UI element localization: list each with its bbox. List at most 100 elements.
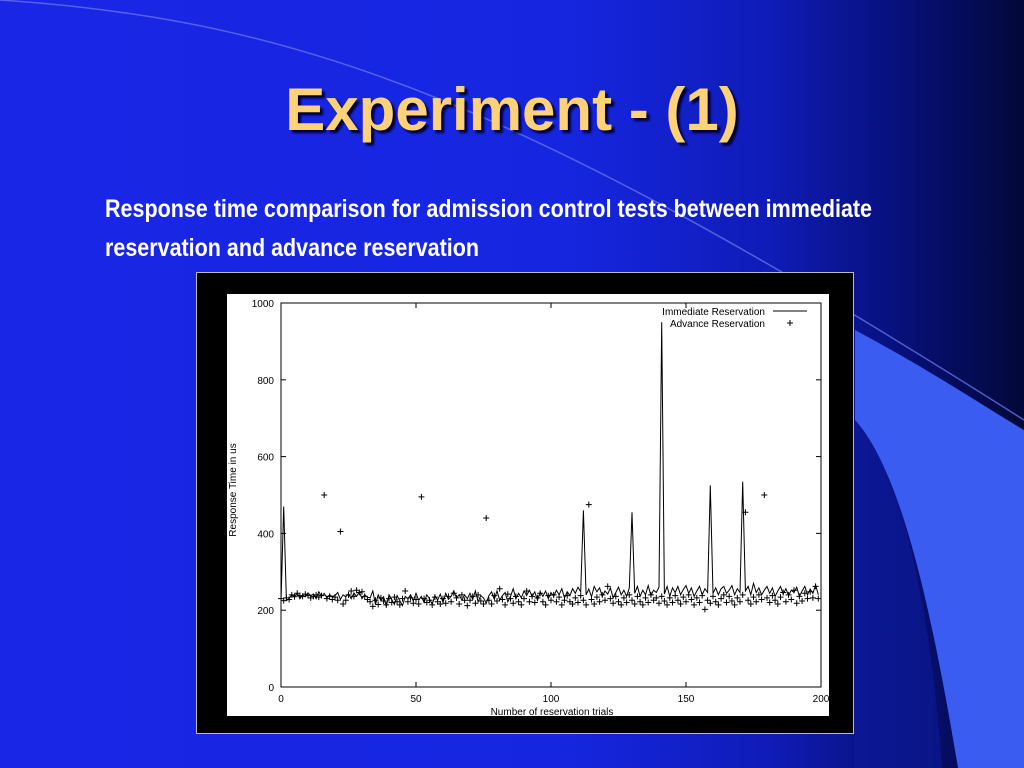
data-point-plus <box>464 602 471 609</box>
data-point-plus <box>812 583 819 590</box>
data-point-plus <box>658 593 665 600</box>
data-point-plus <box>728 597 735 604</box>
data-point-plus <box>815 595 822 602</box>
data-point-plus <box>399 595 406 602</box>
data-point-plus <box>472 600 479 607</box>
data-point-plus <box>766 599 773 606</box>
y-tick-label: 1000 <box>252 299 275 310</box>
data-point-plus <box>534 594 541 601</box>
data-point-plus <box>296 592 303 599</box>
data-point-plus <box>715 601 722 608</box>
x-tick-label: 50 <box>410 694 422 705</box>
data-point-plus <box>661 597 668 604</box>
x-tick-label: 0 <box>278 694 284 705</box>
data-point-plus <box>704 597 711 604</box>
data-point-plus <box>599 591 606 598</box>
data-point-plus <box>774 601 781 608</box>
data-point-plus <box>440 595 446 602</box>
x-tick-label: 200 <box>813 694 829 705</box>
data-point-plus <box>680 594 687 601</box>
data-point-plus <box>480 601 487 608</box>
data-point-plus <box>280 597 287 604</box>
data-point-plus <box>477 597 484 604</box>
slide-subtitle: Response time comparison for admission c… <box>105 195 873 262</box>
data-point-plus <box>677 601 684 608</box>
data-point-plus <box>639 601 646 608</box>
data-point-plus <box>699 592 706 599</box>
data-point-plus <box>753 598 760 605</box>
data-point-plus <box>731 601 738 608</box>
y-axis-label: Response Time in us <box>228 443 239 536</box>
data-point-plus <box>556 594 563 601</box>
data-point-plus <box>429 601 436 608</box>
data-point-plus <box>629 597 635 604</box>
data-point-plus <box>510 600 517 607</box>
series-advance-reservation <box>278 492 822 613</box>
data-point-plus <box>523 588 530 594</box>
data-point-plus <box>672 592 679 599</box>
data-point-plus <box>415 601 422 608</box>
data-point-plus <box>367 598 374 605</box>
data-point-plus <box>369 603 376 610</box>
data-point-plus <box>512 593 519 600</box>
data-point-plus <box>426 597 433 604</box>
data-point-plus <box>583 601 590 608</box>
data-point-plus <box>502 601 509 608</box>
data-point-plus <box>758 596 765 603</box>
data-point-plus <box>348 588 355 594</box>
data-point-plus <box>413 596 419 603</box>
data-point-plus <box>761 492 768 498</box>
data-point-plus <box>467 597 473 604</box>
data-point-plus <box>572 594 579 601</box>
data-point-plus <box>634 593 641 600</box>
data-point-plus <box>539 598 546 605</box>
data-point-plus <box>664 601 671 608</box>
data-point-plus <box>745 597 752 604</box>
data-point-plus <box>807 588 814 595</box>
data-point-plus <box>718 595 725 602</box>
chart-frame: 0 50 100 150 200 0 200 400 600 800 1000 Immediate … <box>196 272 854 734</box>
data-point-plus <box>342 597 349 604</box>
data-point-plus <box>507 595 514 602</box>
y-tick-label: 600 <box>257 453 274 464</box>
series-line <box>280 322 819 607</box>
data-point-plus <box>491 592 498 599</box>
data-point-plus <box>726 593 733 600</box>
data-point-plus <box>596 598 603 605</box>
data-point-plus <box>666 594 673 601</box>
data-point-plus <box>334 597 341 604</box>
data-point-plus <box>499 596 506 603</box>
data-point-plus <box>496 585 503 592</box>
y-tick-label: 200 <box>257 606 274 617</box>
data-point-plus <box>526 598 533 605</box>
slide-title: Experiment - (1) <box>285 76 739 143</box>
data-point-plus <box>737 598 743 605</box>
data-point-plus <box>747 601 754 608</box>
data-point-plus <box>442 600 449 607</box>
data-point-plus <box>421 595 428 602</box>
data-point-plus <box>558 601 565 608</box>
data-point-plus <box>445 593 452 600</box>
x-tick-label: 100 <box>543 694 560 705</box>
data-point-plus <box>707 600 714 607</box>
data-point-plus <box>359 588 365 595</box>
data-point-plus <box>777 594 784 601</box>
y-tick-label: 400 <box>257 529 274 540</box>
data-point-plus <box>345 591 352 598</box>
data-point-plus <box>545 592 552 599</box>
data-point-plus <box>377 594 384 601</box>
data-point-plus <box>518 601 525 608</box>
data-point-plus <box>356 589 363 596</box>
data-point-plus <box>793 600 800 607</box>
legend-label: Immediate Reservation <box>662 307 765 318</box>
data-point-plus <box>318 592 325 599</box>
data-point-plus <box>804 595 811 602</box>
data-point-plus <box>742 509 749 516</box>
data-point-plus <box>669 599 676 606</box>
data-point-plus <box>791 587 797 594</box>
data-point-plus <box>577 592 584 599</box>
data-point-plus <box>683 598 689 605</box>
data-point-plus <box>612 593 619 600</box>
data-point-plus <box>286 596 293 603</box>
data-point-plus <box>755 591 762 598</box>
